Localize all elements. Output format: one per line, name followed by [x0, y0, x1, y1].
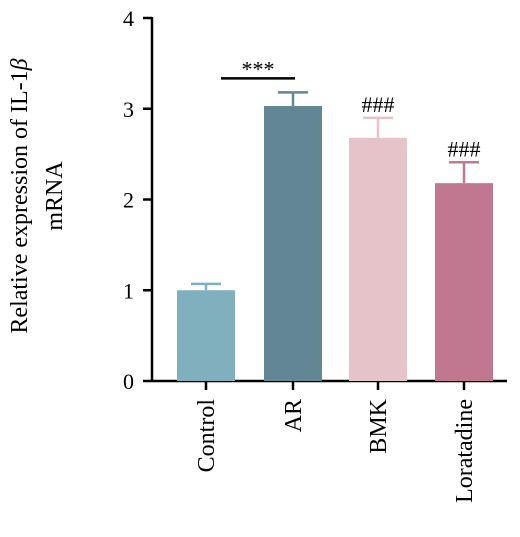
y-axis-label: Relative expression of IL-1β: [7, 58, 33, 333]
bar-bmk: [349, 137, 407, 381]
x-tick-label-ar: AR: [281, 399, 307, 432]
y-tick-label: 1: [123, 278, 134, 303]
bar-control: [177, 290, 235, 381]
y-tick-label: 4: [123, 6, 134, 31]
y-tick-label: 2: [123, 188, 134, 213]
bar-ar: [264, 106, 322, 381]
significance-marker: ###: [448, 136, 481, 161]
x-tick-label-bmk: BMK: [366, 398, 392, 453]
plot-area: 0 1 2 3 4 Control AR BMK Loratadine *** ### ###: [123, 6, 507, 503]
significance-marker: ###: [362, 92, 395, 117]
y-tick-label: 0: [123, 369, 134, 394]
x-tick-label-control: Control: [194, 399, 220, 473]
significance-marker: ***: [242, 56, 275, 81]
bar-loratadine: [435, 183, 493, 381]
y-axis-label-line2: mRNA: [42, 161, 68, 231]
y-tick-label: 3: [123, 97, 134, 122]
x-tick-label-loratadine: Loratadine: [452, 399, 478, 503]
